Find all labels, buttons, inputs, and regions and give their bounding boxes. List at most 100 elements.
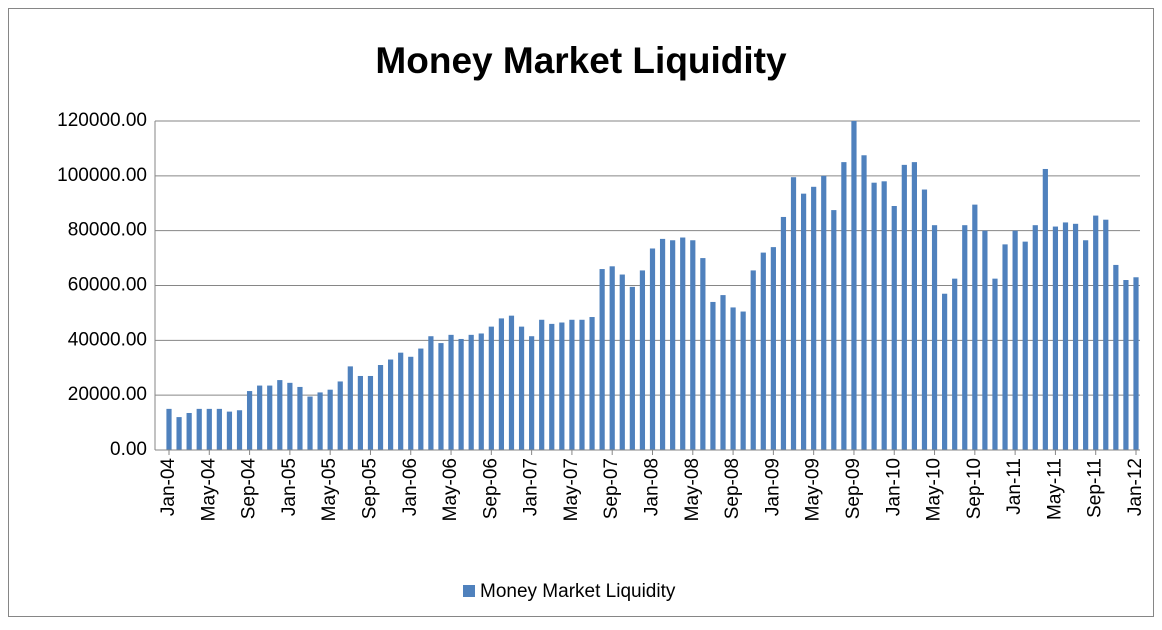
bar xyxy=(1093,215,1099,450)
bar xyxy=(347,366,353,450)
bar xyxy=(468,334,474,450)
bar xyxy=(478,333,484,450)
x-tick-label: May-08 xyxy=(682,458,703,521)
bar xyxy=(1052,226,1059,450)
bar xyxy=(619,274,625,450)
bar xyxy=(549,323,555,450)
x-tick-label: Jan-05 xyxy=(279,458,300,516)
bar xyxy=(438,343,444,450)
x-tick-label: May-06 xyxy=(440,458,461,521)
bar xyxy=(559,322,565,450)
bar xyxy=(569,319,575,450)
x-tick-label: Jan-08 xyxy=(642,458,663,516)
bar xyxy=(388,359,394,450)
x-tick-label: Sep-05 xyxy=(359,458,380,519)
x-tick-label: Sep-07 xyxy=(601,458,622,519)
x-tick-label: May-05 xyxy=(319,458,340,521)
bar xyxy=(629,286,635,450)
bar xyxy=(811,186,817,451)
bar xyxy=(196,408,202,450)
bar xyxy=(508,315,515,450)
bar xyxy=(972,204,978,450)
bar xyxy=(1042,168,1048,450)
bar xyxy=(287,382,293,450)
legend-label: Money Market Liquidity xyxy=(480,581,676,602)
bar xyxy=(317,392,323,450)
x-tick-label: Sep-11 xyxy=(1085,458,1106,518)
bar xyxy=(780,216,787,450)
bar xyxy=(1103,219,1109,450)
bar xyxy=(377,365,384,450)
x-tick-label: May-11 xyxy=(1044,458,1065,520)
bar xyxy=(357,375,363,450)
bar xyxy=(881,181,887,451)
bar xyxy=(337,381,343,450)
bar xyxy=(1032,225,1038,450)
bar xyxy=(901,164,907,450)
bar xyxy=(236,410,243,450)
bar xyxy=(216,408,222,450)
x-tick-label: May-07 xyxy=(561,458,582,521)
bar xyxy=(277,380,283,450)
bar xyxy=(700,258,706,450)
bar xyxy=(1083,240,1089,450)
bar xyxy=(911,162,917,450)
bar xyxy=(1002,244,1008,450)
y-tick-label: 60000.00 xyxy=(68,275,147,296)
bar xyxy=(992,278,998,450)
x-tick-label: Jan-09 xyxy=(762,458,783,516)
x-tick-label: Jan-07 xyxy=(521,458,542,516)
x-tick-label: May-04 xyxy=(198,458,219,522)
bar xyxy=(730,307,736,450)
bar xyxy=(166,408,172,450)
bar xyxy=(921,189,928,450)
bar xyxy=(297,386,303,450)
bar xyxy=(428,336,434,450)
bar xyxy=(740,311,746,450)
bar xyxy=(367,375,374,450)
x-tick-label: Sep-06 xyxy=(480,458,501,519)
y-tick-label: 80000.00 xyxy=(68,220,147,241)
bar xyxy=(589,317,595,450)
legend-swatch xyxy=(463,585,475,597)
bar xyxy=(800,193,807,450)
x-tick-label: Jan-10 xyxy=(883,458,904,516)
y-tick-label: 120000.00 xyxy=(57,110,147,131)
bar xyxy=(488,326,494,450)
bar xyxy=(609,266,615,450)
bar xyxy=(710,301,716,450)
bar xyxy=(539,319,545,450)
bar xyxy=(760,252,766,450)
bar xyxy=(418,348,424,450)
bar xyxy=(518,326,525,450)
bar xyxy=(1072,223,1079,450)
bar xyxy=(529,336,535,450)
bar xyxy=(639,270,646,450)
bar xyxy=(851,121,857,450)
bar xyxy=(942,293,948,450)
bar xyxy=(448,334,454,450)
bar xyxy=(891,205,897,450)
bar xyxy=(408,356,414,450)
bar xyxy=(831,210,837,450)
x-tick-label: May-09 xyxy=(803,458,824,521)
bar xyxy=(982,230,988,450)
bar xyxy=(931,225,938,450)
bar xyxy=(861,155,867,451)
x-tick-label: Jan-06 xyxy=(400,458,421,516)
x-tick-label: Sep-04 xyxy=(239,458,260,520)
bar xyxy=(649,248,656,450)
bar xyxy=(579,319,585,450)
bar xyxy=(267,385,273,450)
bar xyxy=(720,295,726,450)
bar xyxy=(398,352,404,450)
bar xyxy=(226,411,233,450)
bar xyxy=(206,408,212,450)
bar xyxy=(841,162,847,450)
bar xyxy=(599,269,605,450)
x-tick-label: Sep-09 xyxy=(843,458,864,519)
y-tick-label: 0.00 xyxy=(110,439,147,460)
y-tick-label: 100000.00 xyxy=(57,165,147,186)
chart-title: Money Market Liquidity xyxy=(375,40,787,81)
bar xyxy=(176,417,182,450)
